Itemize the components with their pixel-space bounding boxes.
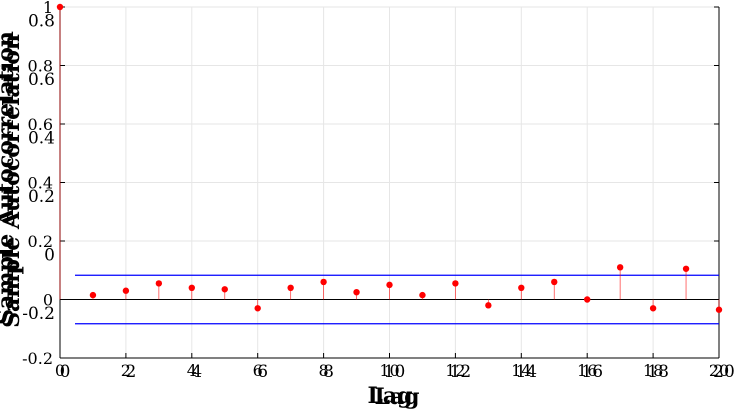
stem-marker (56, 3, 64, 11)
x-tick-label-shadow: 8 (323, 362, 334, 382)
stem-marker (320, 278, 327, 286)
y-tick-label: -0.2 (22, 349, 53, 368)
y-axis-label-shadow: Sample Autocorrelation (0, 31, 19, 325)
stem-marker (254, 305, 261, 312)
y-tick-label-shadow: 0.4 (28, 129, 55, 149)
stem-marker (485, 302, 492, 309)
x-tick-label-shadow: 10 (384, 362, 406, 382)
stem-marker (221, 286, 228, 293)
stem-marker (649, 305, 657, 312)
stem-marker (682, 265, 690, 272)
x-axis-label: Lag (367, 383, 412, 409)
x-tick-label: 16 (577, 361, 597, 380)
x-tick-label-shadow: 20 (713, 362, 735, 382)
y-tick-label-shadow: 0.6 (28, 70, 55, 90)
x-tick-label: 20 (709, 361, 729, 380)
y-axis-label: Sample Autocorrelation (0, 34, 25, 328)
x-tick-label-shadow: 12 (450, 362, 472, 382)
x-tick-label-shadow: 18 (647, 362, 669, 382)
stem-marker (89, 291, 97, 299)
x-tick-label: 14 (511, 361, 531, 380)
stem-marker (188, 284, 195, 291)
stem-markers (56, 3, 723, 313)
stem-marker (551, 278, 558, 286)
y-tick-label: 0.2 (28, 232, 53, 251)
x-tick-label: 10 (379, 361, 399, 380)
stem-marker (452, 280, 459, 287)
stem-marker (518, 284, 525, 291)
stem-marker (419, 291, 426, 299)
y-tick-label-shadow: 0 (44, 246, 55, 266)
stem-marker (616, 264, 624, 271)
stem-marker (715, 306, 723, 313)
stem-marker (584, 296, 591, 303)
x-tick-label: 18 (643, 361, 663, 380)
x-tick-label: 0 (55, 361, 65, 380)
x-tick-label-shadow: 4 (191, 362, 202, 382)
x-tick-label-shadow: 14 (515, 362, 537, 382)
x-tick-label: 2 (121, 361, 131, 380)
grid-lines (59, 6, 720, 359)
stem-marker (122, 287, 130, 294)
x-axis-label-shadow: Lag (374, 384, 419, 410)
stem-marker (386, 281, 393, 289)
stem-marker (155, 280, 163, 287)
y-tick-label: 1 (43, 0, 53, 17)
stem-marker (353, 288, 360, 296)
x-tick-label-shadow: 0 (60, 362, 71, 382)
x-tick-label-shadow: 2 (125, 362, 136, 382)
x-tick-label: 6 (253, 361, 263, 380)
x-tick-label-shadow: 16 (581, 362, 603, 382)
stem-marker (287, 284, 294, 291)
y-tick-label: 0.4 (28, 174, 53, 193)
x-tick-label: 4 (187, 361, 197, 380)
y-tick-label-shadow: -0.2 (22, 304, 55, 324)
y-tick-label: 0.6 (28, 115, 53, 134)
x-tick-label: 12 (445, 361, 465, 380)
y-tick-label: 0.8 (28, 57, 53, 76)
y-tick-label: 0 (43, 291, 53, 310)
x-tick-label-shadow: 6 (257, 362, 268, 382)
x-tick-label: 8 (319, 361, 329, 380)
y-tick-label-shadow: 0.2 (28, 187, 55, 207)
y-tick-label-shadow: 0.8 (28, 12, 55, 32)
